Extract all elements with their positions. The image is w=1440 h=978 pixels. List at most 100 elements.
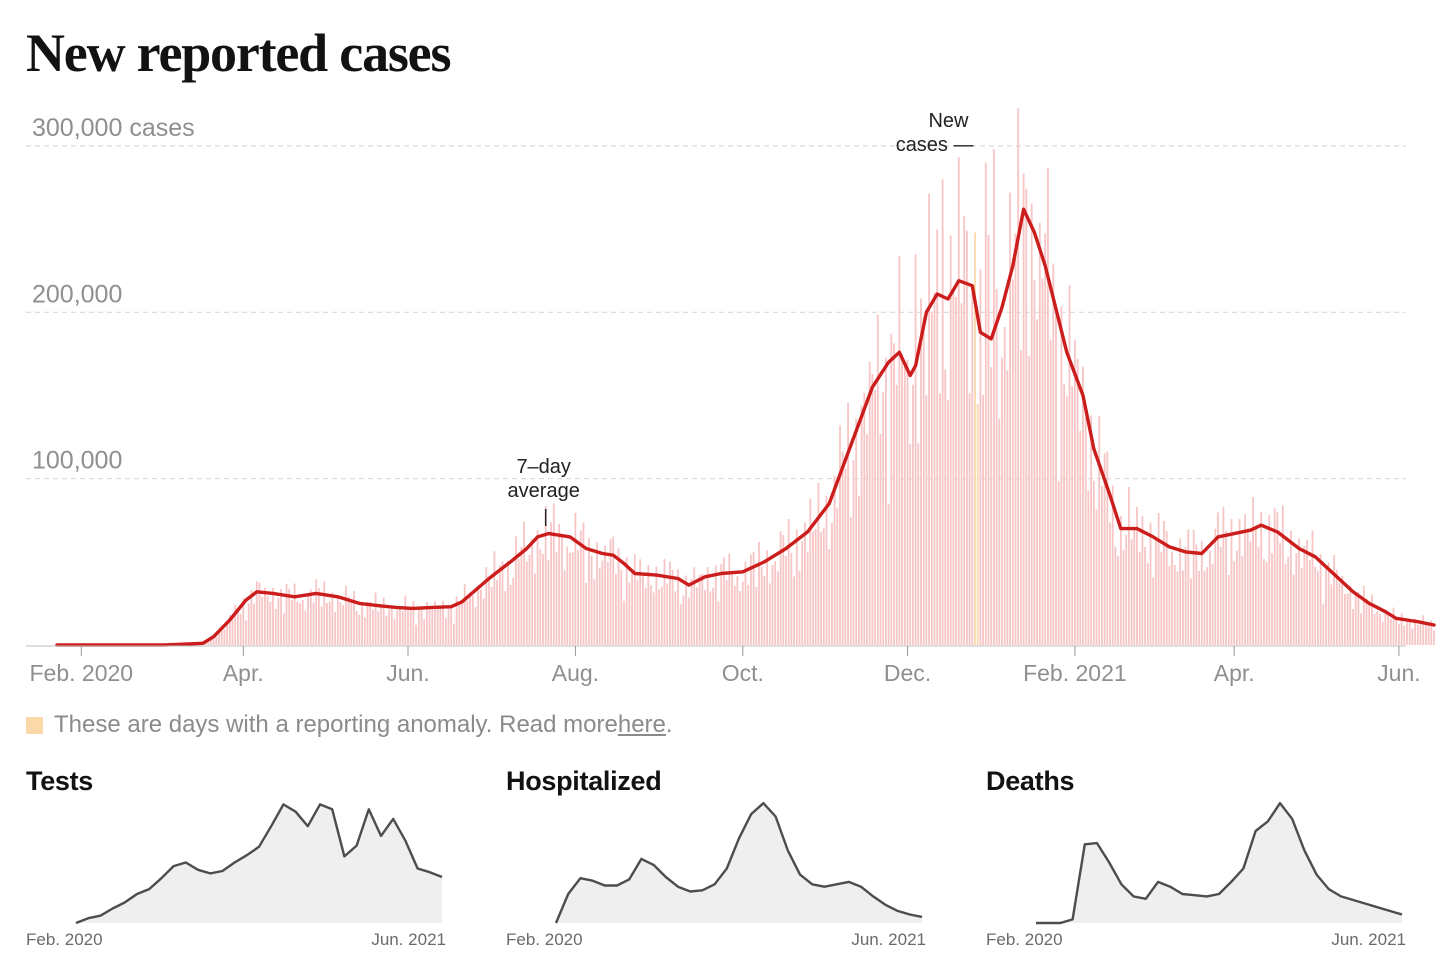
daily-bar: [496, 580, 498, 645]
daily-bar: [828, 548, 831, 645]
daily-bar: [1111, 485, 1114, 645]
daily-bar: [863, 392, 866, 645]
daily-bar: [652, 592, 655, 645]
daily-bar: [949, 235, 952, 645]
daily-bar: [1141, 515, 1144, 645]
daily-bar: [1214, 528, 1217, 645]
daily-bar: [296, 601, 299, 645]
daily-bar: [1387, 611, 1389, 645]
daily-bar: [768, 583, 771, 645]
daily-bar: [515, 536, 517, 645]
daily-bar: [666, 583, 669, 645]
daily-bar: [590, 555, 593, 645]
daily-bar: [1065, 396, 1068, 645]
daily-bar: [631, 572, 633, 645]
tests-sparkline: [75, 803, 443, 925]
daily-bar: [774, 561, 777, 645]
daily-bar: [993, 149, 995, 645]
daily-bar: [563, 570, 566, 645]
daily-bar: [288, 588, 291, 645]
daily-bar: [355, 611, 358, 645]
daily-bar: [939, 393, 941, 645]
daily-bar: [1300, 568, 1303, 645]
daily-bar: [903, 365, 906, 645]
daily-bar: [820, 531, 822, 645]
daily-bar: [531, 538, 534, 645]
daily-bar: [885, 357, 887, 645]
daily-bar: [274, 609, 277, 645]
page-title: New reported cases: [26, 23, 451, 83]
daily-bar: [1349, 585, 1352, 645]
daily-bar: [779, 531, 782, 645]
daily-bar: [831, 522, 833, 645]
daily-bar: [1047, 168, 1049, 645]
daily-bar: [1133, 526, 1136, 645]
daily-bar: [523, 521, 525, 645]
daily-bar: [1311, 530, 1314, 645]
daily-bar: [1063, 384, 1065, 645]
daily-bar: [372, 609, 374, 645]
daily-bar: [345, 585, 347, 645]
daily-bar: [1122, 549, 1125, 645]
daily-bar: [1227, 575, 1230, 645]
read-more-link[interactable]: here: [617, 711, 666, 738]
daily-bar: [307, 595, 309, 645]
sparkline-line: [1036, 802, 1403, 925]
daily-bar: [207, 640, 210, 645]
daily-bar: [493, 551, 496, 645]
annotation-7day-line-1: average: [508, 480, 580, 502]
daily-bar: [814, 529, 817, 645]
daily-bar: [1392, 607, 1395, 645]
daily-bar: [1171, 551, 1173, 645]
daily-bar: [982, 394, 984, 645]
daily-bar: [758, 542, 760, 645]
daily-bar: [685, 575, 687, 645]
daily-bar: [669, 561, 671, 645]
daily-bar: [660, 586, 663, 645]
daily-bar: [809, 498, 812, 645]
daily-bar: [728, 553, 731, 645]
daily-bar: [847, 402, 849, 645]
daily-bar: [1314, 566, 1317, 645]
daily-bar: [431, 609, 434, 645]
daily-bar: [1036, 319, 1038, 645]
daily-bar: [255, 581, 258, 645]
daily-bar: [544, 505, 547, 645]
daily-bar: [426, 602, 428, 645]
daily-bar: [941, 179, 944, 645]
daily-bar: [1198, 570, 1200, 645]
daily-bar: [520, 547, 523, 645]
daily-bar: [1157, 513, 1160, 645]
daily-bar: [787, 519, 790, 645]
daily-bar: [1341, 576, 1344, 645]
daily-bar: [1338, 582, 1341, 645]
daily-bar: [1103, 453, 1106, 645]
daily-bar: [571, 552, 574, 645]
hospitalized-chart: Hospitalized Feb. 2020 Jun. 2021: [506, 760, 926, 960]
x-tick-label-2: Jun.: [386, 660, 429, 686]
daily-bar: [434, 601, 436, 645]
daily-bar: [887, 504, 890, 645]
daily-bar: [237, 610, 239, 645]
sparkline-area: [1036, 803, 1402, 923]
daily-bar: [212, 635, 215, 645]
deaths-chart: Deaths Feb. 2020 Jun. 2021: [986, 760, 1406, 960]
daily-bar: [1106, 451, 1109, 645]
daily-bar: [474, 607, 477, 645]
tests-tick-start: Feb. 2020: [26, 930, 103, 949]
daily-bar: [1014, 233, 1017, 645]
daily-bar: [898, 255, 901, 645]
daily-bar: [210, 639, 212, 645]
daily-bar: [947, 400, 949, 645]
daily-bar: [693, 567, 696, 645]
daily-bar: [798, 571, 801, 645]
daily-bar: [323, 581, 326, 645]
x-tick-label-8: Jun.: [1377, 660, 1420, 686]
daily-bar: [971, 284, 974, 645]
x-tick-label-3: Aug.: [552, 660, 599, 686]
daily-bar: [752, 551, 755, 645]
daily-bar: [231, 619, 234, 645]
daily-bar: [1411, 628, 1414, 645]
daily-bar: [226, 623, 228, 645]
daily-bar: [647, 565, 650, 645]
